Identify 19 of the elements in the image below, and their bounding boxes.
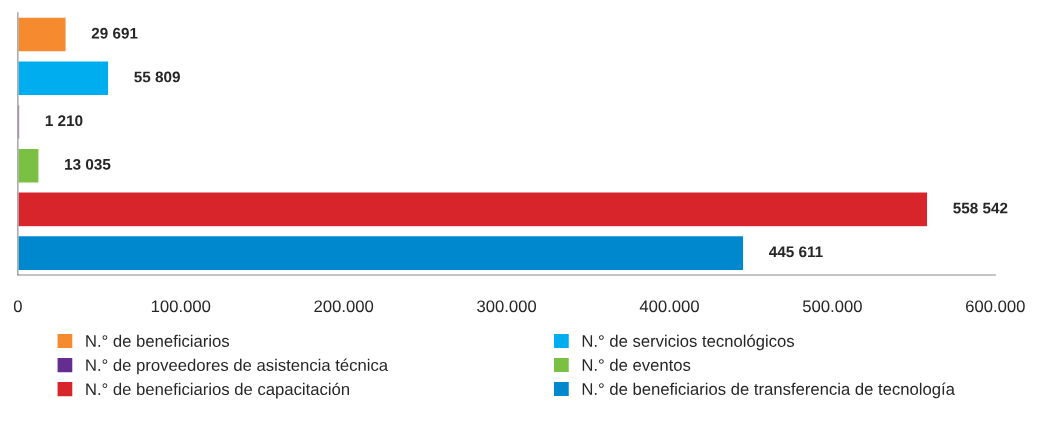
- legend-label: N.° de beneficiarios de transferencia de tecnología: [582, 382, 955, 399]
- legend-label: N.° de proveedores de asistencia técnica: [86, 358, 389, 375]
- legend-label: N.° de beneficiarios de capacitación: [86, 382, 349, 399]
- data-label: 445 611: [769, 246, 823, 258]
- x-tick-label: 300.000: [477, 300, 537, 313]
- data-label: 1 210: [45, 115, 83, 127]
- x-tick-label: 0: [13, 300, 22, 313]
- legend-label: N.° de eventos: [582, 358, 691, 371]
- data-label: 558 542: [953, 202, 1008, 214]
- data-label: 13 035: [65, 158, 111, 170]
- legend-label: N.° de beneficiarios: [86, 334, 230, 347]
- x-tick-label: 200.000: [314, 300, 374, 313]
- data-label: 55 809: [134, 71, 180, 83]
- x-tick-label: 400.000: [639, 300, 699, 313]
- x-tick-label: 500.000: [802, 300, 862, 313]
- data-label: 29 691: [91, 27, 138, 39]
- x-tick-label: 600.000: [966, 300, 1025, 313]
- legend-label: N.° de servicios tecnológicos: [582, 334, 795, 351]
- x-tick-label: 100.000: [151, 300, 211, 313]
